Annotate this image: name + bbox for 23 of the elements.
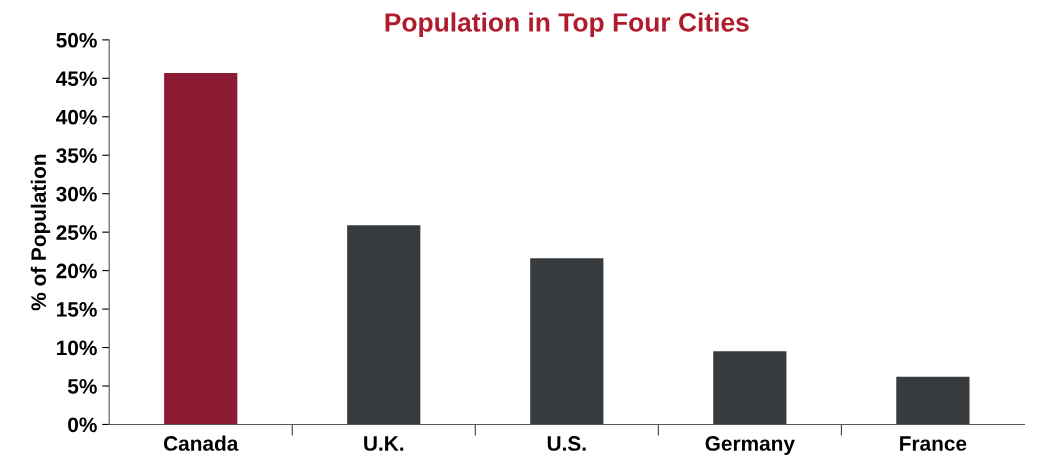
bar bbox=[896, 376, 970, 425]
bar bbox=[164, 72, 238, 425]
x-tick-label: Germany bbox=[705, 436, 795, 455]
y-tick-label: 5% bbox=[67, 379, 97, 394]
y-tick-label: 20% bbox=[56, 263, 97, 279]
chart-title: Population in Top Four Cities bbox=[385, 12, 749, 38]
y-tick-label: 0% bbox=[68, 417, 97, 433]
x-tick-label: France bbox=[900, 436, 967, 451]
y-tick-label: 40% bbox=[56, 109, 97, 125]
y-tick-label: 10% bbox=[57, 340, 97, 356]
x-tick-label: Canada bbox=[163, 435, 239, 451]
y-tick-label: 35% bbox=[56, 148, 97, 164]
y-axis-title: % of Population bbox=[30, 154, 51, 311]
y-tick-label: 50% bbox=[56, 32, 97, 48]
bar bbox=[530, 258, 604, 425]
y-tick-label: 25% bbox=[56, 225, 97, 240]
x-tick-label: U.S. bbox=[547, 436, 586, 451]
y-tick-label: 15% bbox=[57, 302, 97, 317]
y-tick-label: 30% bbox=[56, 186, 97, 202]
y-tick-label: 45% bbox=[56, 71, 97, 87]
bar bbox=[713, 351, 787, 425]
bar bbox=[347, 225, 421, 425]
x-tick-label: U.K. bbox=[364, 436, 404, 451]
